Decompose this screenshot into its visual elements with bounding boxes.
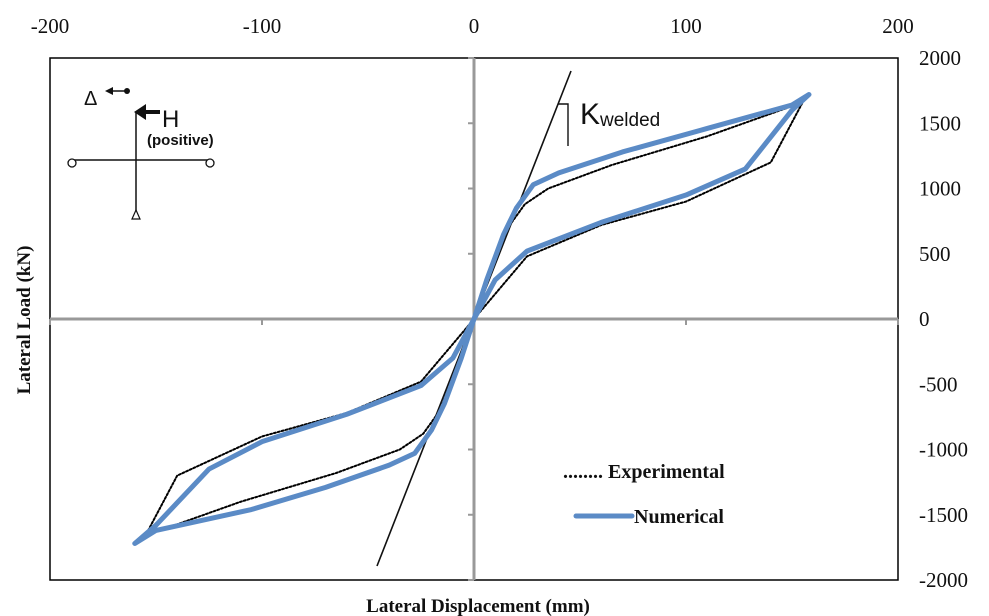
- series-numerical: [132, 92, 812, 546]
- y-tick-label: -1000: [919, 438, 968, 462]
- y-tick-label: -1500: [919, 503, 968, 527]
- y-tick-label: 500: [919, 242, 951, 266]
- series-layer: [132, 92, 812, 546]
- x-tick-label: 200: [882, 14, 914, 38]
- y-tick-label: 0: [919, 307, 930, 331]
- k-welded-slope-marker: [558, 103, 569, 146]
- x-tick-label: -100: [243, 14, 282, 38]
- y-tick-label: -2000: [919, 568, 968, 592]
- schematic-h-arrowhead: [134, 104, 146, 120]
- schematic-right-roller: [205, 158, 215, 168]
- legend-experimental: ........ Experimental: [563, 461, 725, 483]
- legend: ........ Experimental Numerical: [563, 461, 725, 528]
- schematic-h-label: H: [162, 106, 179, 133]
- schematic-delta-label: Δ: [84, 88, 97, 110]
- schematic-pin-support: [131, 208, 141, 220]
- y-tick-label: 2000: [919, 46, 961, 70]
- x-tick-label: -200: [31, 14, 70, 38]
- y-tick-label: -500: [919, 372, 958, 396]
- x-tick-label: 100: [670, 14, 702, 38]
- schematic-positive-label: (positive): [147, 132, 214, 149]
- y-tick-label: 1500: [919, 111, 961, 135]
- loading-schematic: H (positive) Δ: [67, 87, 215, 220]
- y-tick-label: 1000: [919, 177, 961, 201]
- y-axis-title: Lateral Load (kN): [14, 246, 35, 395]
- k-welded-label: Kwelded: [580, 98, 660, 131]
- x-axis-title: Lateral Displacement (mm): [366, 596, 590, 616]
- x-tick-label: 0: [469, 14, 480, 38]
- schematic-delta-point: [124, 88, 130, 94]
- schematic-left-roller: [67, 158, 77, 168]
- x-tick-labels: -200 -100 0 100 200: [31, 14, 914, 325]
- legend-numerical: Numerical: [634, 506, 724, 528]
- schematic-delta-arrowhead: [105, 87, 113, 95]
